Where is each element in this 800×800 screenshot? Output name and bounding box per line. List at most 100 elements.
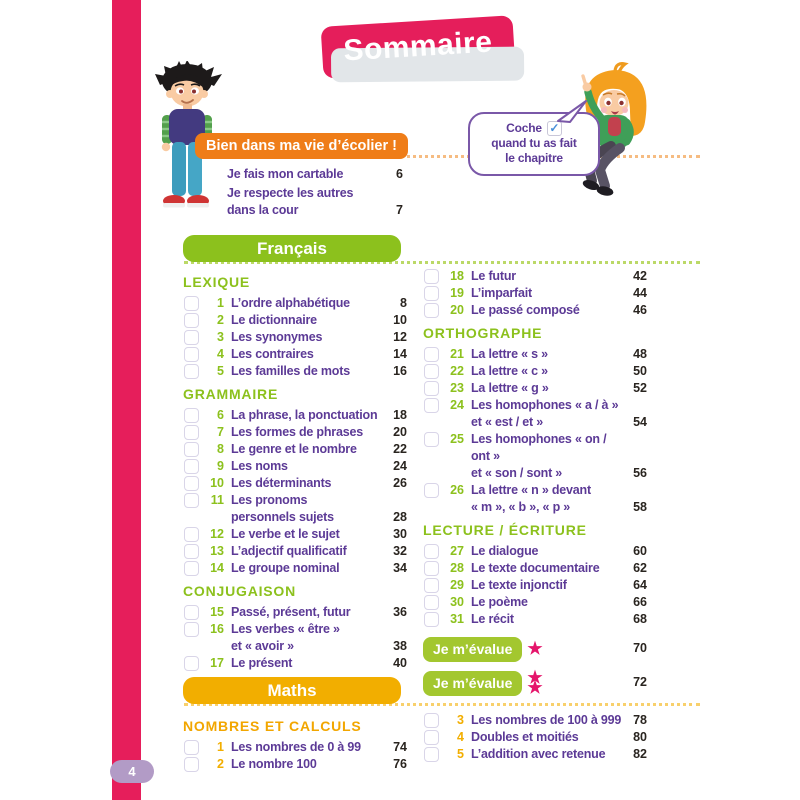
chapter-checkbox[interactable] xyxy=(424,578,439,593)
chapter-checkbox[interactable] xyxy=(424,713,439,728)
chapter-checkbox[interactable] xyxy=(184,347,199,362)
chapter-title: L’imparfait xyxy=(471,286,533,300)
chapter-checkbox[interactable] xyxy=(424,595,439,610)
chapter-page-number: 68 xyxy=(633,612,647,626)
chapter-checkbox[interactable] xyxy=(424,730,439,745)
chapter-checkbox[interactable] xyxy=(424,483,439,498)
chapter-number: 5 xyxy=(457,747,464,761)
chapter-number: 1 xyxy=(217,296,224,310)
chapter-checkbox[interactable] xyxy=(184,740,199,755)
chapter-page-number: 14 xyxy=(393,347,407,361)
chapter-number: 29 xyxy=(450,578,464,592)
toc-group: LECTURE / ÉCRITURE 27 Le dialogue 60 28 … xyxy=(423,522,647,628)
chapter-checkbox[interactable] xyxy=(184,476,199,491)
chapter-row: 17 Le présent 40 xyxy=(183,655,407,672)
chapter-title: La lettre « s » xyxy=(471,347,548,361)
page-number: 4 xyxy=(128,764,136,779)
chapter-checkbox[interactable] xyxy=(184,459,199,474)
toc-group-header: NOMBRES ET CALCULS xyxy=(183,718,362,734)
section-banner-intro: Bien dans ma vie d’écolier ! xyxy=(195,133,408,159)
chapter-checkbox[interactable] xyxy=(184,408,199,423)
chapter-row: 1 L’ordre alphabétique 8 xyxy=(183,295,407,312)
chapter-title: Les verbes « être » et « avoir » xyxy=(231,622,340,653)
chapter-title: Les nombres de 0 à 99 xyxy=(231,740,361,754)
chapter-title: Les pronoms personnels sujets xyxy=(231,493,334,524)
chapter-page-number: 76 xyxy=(393,757,407,771)
chapter-checkbox[interactable] xyxy=(184,493,199,508)
self-evaluation-badge: Je m’évalue xyxy=(423,636,523,662)
chapter-checkbox[interactable] xyxy=(424,269,439,284)
chapter-page-number: 46 xyxy=(633,303,647,317)
dotted-divider-orange xyxy=(196,155,700,158)
chapter-number: 11 xyxy=(210,493,224,507)
chapter-checkbox[interactable] xyxy=(184,622,199,637)
chapter-number: 24 xyxy=(450,398,464,412)
speech-bubble-text-coche: Coche xyxy=(506,121,542,135)
chapter-checkbox[interactable] xyxy=(424,381,439,396)
chapter-checkbox[interactable] xyxy=(424,398,439,413)
chapter-title: L’addition avec retenue xyxy=(471,747,606,761)
chapter-page-number: 8 xyxy=(400,296,407,310)
chapter-checkbox[interactable] xyxy=(424,561,439,576)
chapter-checkbox[interactable] xyxy=(184,605,199,620)
chapter-checkbox[interactable] xyxy=(184,296,199,311)
chapter-checkbox[interactable] xyxy=(184,442,199,457)
chapter-title: La lettre « n » devant « m », « b », « p… xyxy=(471,483,591,514)
chapter-number: 2 xyxy=(217,757,224,771)
speech-bubble: Coche ✓ quand tu as fait le chapitre xyxy=(468,112,600,176)
chapter-checkbox[interactable] xyxy=(424,303,439,318)
chapter-page-number: 72 xyxy=(633,675,647,689)
spine-band xyxy=(112,0,141,800)
chapter-page-number: 18 xyxy=(393,408,407,422)
chapter-page-number: 28 xyxy=(393,510,407,524)
chapter-checkbox[interactable] xyxy=(184,757,199,772)
dotted-divider-green xyxy=(184,261,700,264)
chapter-checkbox[interactable] xyxy=(184,330,199,345)
toc-group: NOMBRES ET CALCULS 1 Les nombres de 0 à … xyxy=(183,718,407,773)
chapter-row: 13 L’adjectif qualificatif 32 xyxy=(183,543,407,560)
chapter-checkbox[interactable] xyxy=(424,544,439,559)
chapter-checkbox[interactable] xyxy=(184,425,199,440)
chapter-checkbox[interactable] xyxy=(424,612,439,627)
toc-group: LEXIQUE 1 L’ordre alphabétique 8 2 Le di… xyxy=(183,274,407,380)
chapter-number: 9 xyxy=(217,459,224,473)
chapter-number: 6 xyxy=(217,408,224,422)
chapter-checkbox[interactable] xyxy=(184,313,199,328)
toc-group-header: LECTURE / ÉCRITURE xyxy=(423,522,587,538)
chapter-number: 26 xyxy=(450,483,464,497)
chapter-row: 23 La lettre « g » 52 xyxy=(423,380,647,397)
chapter-row: 29 Le texte injonctif 64 xyxy=(423,577,647,594)
chapter-checkbox[interactable] xyxy=(424,432,439,447)
chapter-checkbox[interactable] xyxy=(184,544,199,559)
chapter-page-number: 6 xyxy=(396,167,403,181)
chapter-number: 14 xyxy=(210,561,224,575)
maths-column-right: 3 Les nombres de 100 à 999 78 4 Doubles … xyxy=(423,712,647,763)
chapter-number: 12 xyxy=(210,527,224,541)
chapter-checkbox[interactable] xyxy=(424,364,439,379)
chapter-row: 18 Le futur 42 xyxy=(423,268,647,285)
chapter-title: Les familles de mots xyxy=(231,364,350,378)
chapter-number: 10 xyxy=(210,476,224,490)
chapter-checkbox[interactable] xyxy=(184,364,199,379)
chapter-number: 18 xyxy=(450,269,464,283)
chapter-number: 7 xyxy=(217,425,224,439)
intro-chapter-list: Je fais mon cartable 6 Je respecte les a… xyxy=(227,166,403,221)
chapter-row: 8 Le genre et le nombre 22 xyxy=(183,441,407,458)
chapter-title: Le récit xyxy=(471,612,514,626)
chapter-checkbox[interactable] xyxy=(424,286,439,301)
chapter-checkbox[interactable] xyxy=(184,527,199,542)
chapter-title: Les déterminants xyxy=(231,476,332,490)
chapter-checkbox[interactable] xyxy=(184,561,199,576)
chapter-row: 2 Le dictionnaire 10 xyxy=(183,312,407,329)
chapter-row: 26 La lettre « n » devant « m », « b », … xyxy=(423,482,647,516)
chapter-checkbox[interactable] xyxy=(424,347,439,362)
chapter-title: Le verbe et le sujet xyxy=(231,527,340,541)
chapter-title: Les synonymes xyxy=(231,330,323,344)
chapter-page-number: 42 xyxy=(633,269,647,283)
chapter-page-number: 40 xyxy=(393,656,407,670)
chapter-checkbox[interactable] xyxy=(424,747,439,762)
chapter-row: 20 Le passé composé 46 xyxy=(423,302,647,319)
chapter-checkbox[interactable] xyxy=(184,656,199,671)
chapter-number: 15 xyxy=(210,605,224,619)
maths-column-left: NOMBRES ET CALCULS 1 Les nombres de 0 à … xyxy=(183,712,407,773)
